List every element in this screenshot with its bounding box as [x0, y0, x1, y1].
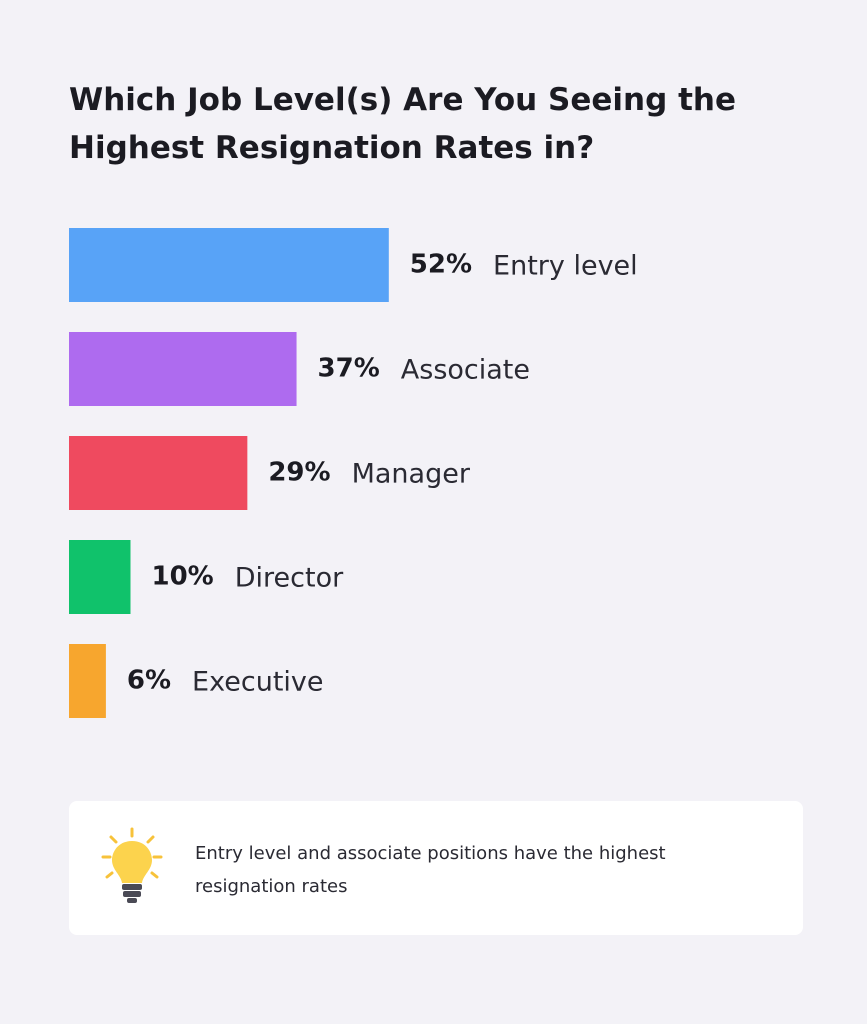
note-box: Entry level and associate positions have… [69, 801, 803, 935]
value-label: 10% [152, 562, 214, 592]
chart: 52% Entry level 37% Associate 29% Manager 10% D… [69, 228, 638, 718]
category-label: Executive [192, 667, 323, 698]
value-label: 37% [318, 354, 380, 384]
category-label: Manager [352, 459, 471, 490]
lightbulb-icon [101, 827, 163, 903]
note-text: Entry level and associate positions have… [195, 843, 666, 897]
value-label: 6% [127, 666, 171, 696]
bar [69, 540, 131, 614]
value-label: 29% [268, 458, 330, 488]
category-label: Entry level [493, 251, 638, 282]
value-label: 52% [410, 250, 472, 280]
bar [69, 436, 248, 510]
category-label: Associate [401, 355, 530, 386]
bar [69, 332, 297, 406]
bar [69, 644, 106, 718]
category-label: Director [235, 563, 344, 594]
bar [69, 228, 389, 302]
chart-title: Which Job Level(s) Are You Seeing the Hi… [69, 82, 736, 166]
